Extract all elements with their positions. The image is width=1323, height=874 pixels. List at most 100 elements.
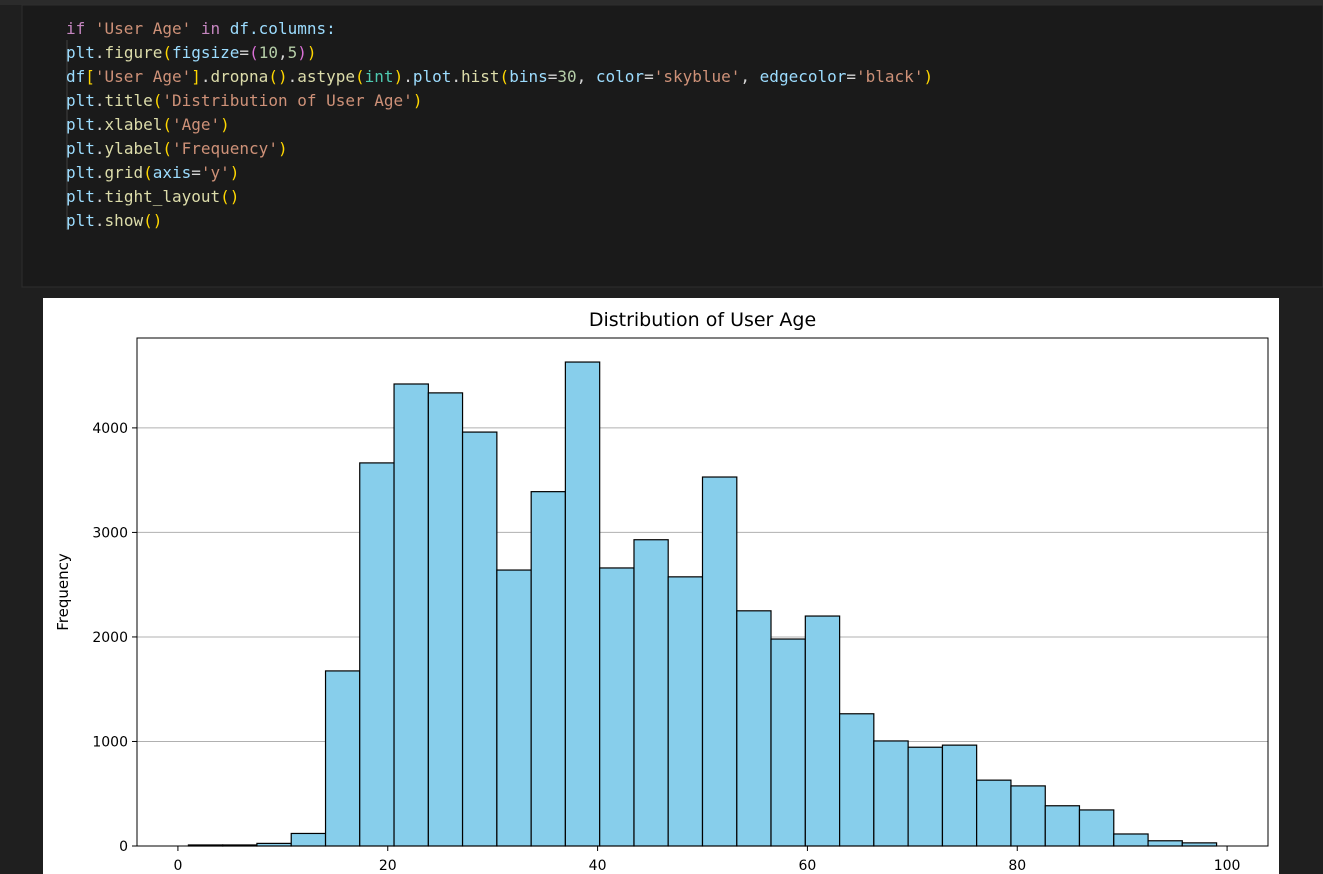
code-token: figsize: [172, 43, 239, 62]
code-token: df.columns:: [220, 19, 336, 38]
code-line: plt.figure(figsize=(10,5)): [66, 43, 317, 62]
code-token: ): [230, 163, 240, 182]
histogram-bar: [393, 383, 429, 847]
code-token: (: [500, 67, 510, 86]
x-tick-label: 100: [1214, 858, 1241, 874]
code-token: 'Age': [172, 115, 220, 134]
code-token: (: [153, 91, 163, 110]
code-token: [191, 19, 201, 38]
histogram-bar: [1078, 809, 1115, 847]
code-token: ): [297, 43, 307, 62]
y-tick-label: 4000: [92, 421, 128, 437]
code-token: show: [105, 211, 144, 230]
histogram-bar: [941, 744, 978, 847]
code-token: (: [162, 43, 172, 62]
code-line: plt.title('Distribution of User Age'): [66, 91, 422, 110]
code-token: astype: [297, 67, 355, 86]
code-token: 'black': [856, 67, 923, 86]
y-tick-label: 0: [119, 839, 128, 855]
histogram-bar: [701, 476, 738, 847]
code-token: ]: [191, 67, 201, 86]
histogram-bar: [461, 431, 498, 847]
code-token: 'skyblue': [654, 67, 741, 86]
code-token: .: [95, 91, 105, 110]
code-token: .: [95, 139, 105, 158]
histogram-bar: [1010, 785, 1046, 847]
code-token: if: [66, 19, 85, 38]
code-token: .: [95, 187, 105, 206]
histogram-bar: [873, 740, 909, 847]
code: if 'User Age' in df.columns: plt.figure(…: [66, 19, 933, 230]
histogram-bar: [770, 638, 806, 847]
code-token: ): [278, 139, 288, 158]
histogram-bar: [839, 713, 875, 847]
code-token: (: [162, 115, 172, 134]
code-cell: [21, 4, 1323, 288]
code-token: (: [162, 139, 172, 158]
code-token: tight_layout: [105, 187, 221, 206]
code-line: plt.tight_layout(): [66, 187, 239, 206]
histogram-bar: [599, 567, 635, 847]
y-tick-label: 2000: [92, 630, 128, 646]
code-token: =: [239, 43, 249, 62]
code-token: plt: [66, 187, 95, 206]
axes-frame: [136, 337, 1269, 847]
histogram-bar: [633, 539, 669, 847]
histogram-bar: [736, 610, 772, 847]
code-token: .: [95, 163, 105, 182]
code-token: =: [548, 67, 558, 86]
code-token: in: [201, 19, 220, 38]
code-token: 'Frequency': [172, 139, 278, 158]
code-token: 30: [557, 67, 576, 86]
code-token: (: [249, 43, 259, 62]
code-token: plot: [413, 67, 452, 86]
code-line: plt.grid(axis='y'): [66, 163, 239, 182]
x-tick-label: 20: [379, 858, 397, 874]
code-token: plt: [66, 43, 95, 62]
histogram-bar: [290, 832, 327, 847]
histogram-bar: [1147, 840, 1183, 847]
code-token: 'User Age': [95, 67, 191, 86]
code-token: xlabel: [105, 115, 163, 134]
code-token: ): [413, 91, 423, 110]
chart-title: Distribution of User Age: [589, 309, 816, 331]
code-token: color: [596, 67, 645, 86]
code-token: (): [143, 211, 162, 230]
code-token: =: [191, 163, 201, 182]
code-token: =: [846, 67, 856, 86]
histogram-bar: [324, 670, 361, 847]
code-token: 10: [259, 43, 278, 62]
histogram-bar: [907, 746, 944, 847]
code-token: plt: [66, 163, 95, 182]
code-token: dropna: [211, 67, 269, 86]
code-token: (): [268, 67, 287, 86]
code-token: .: [451, 67, 461, 86]
histogram-bar: [530, 491, 566, 847]
code-token: ,: [740, 67, 759, 86]
histogram-bar: [804, 615, 841, 847]
code-token: ,: [577, 67, 596, 86]
code-token: (): [220, 187, 239, 206]
histogram-bar: [496, 569, 532, 847]
y-tick-label: 3000: [92, 525, 128, 541]
code-token: (: [355, 67, 365, 86]
code-token: ylabel: [105, 139, 163, 158]
code-token: (: [143, 163, 153, 182]
code-token: 5: [288, 43, 298, 62]
code-token: plt: [66, 139, 95, 158]
code-token: ): [307, 43, 317, 62]
code-token: ): [394, 67, 404, 86]
code-token: 'y': [201, 163, 230, 182]
code-token: .: [201, 67, 211, 86]
code-token: plt: [66, 211, 95, 230]
code-token: [: [85, 67, 95, 86]
code-token: plt: [66, 115, 95, 134]
code-line: plt.xlabel('Age'): [66, 115, 230, 134]
code-token: 'Distribution of User Age': [162, 91, 412, 110]
code-token: .: [288, 67, 298, 86]
code-token: hist: [461, 67, 500, 86]
plot: Distribution of User AgeFrequency0100020…: [54, 309, 1269, 874]
code-token: .: [95, 211, 105, 230]
code-token: figure: [105, 43, 163, 62]
